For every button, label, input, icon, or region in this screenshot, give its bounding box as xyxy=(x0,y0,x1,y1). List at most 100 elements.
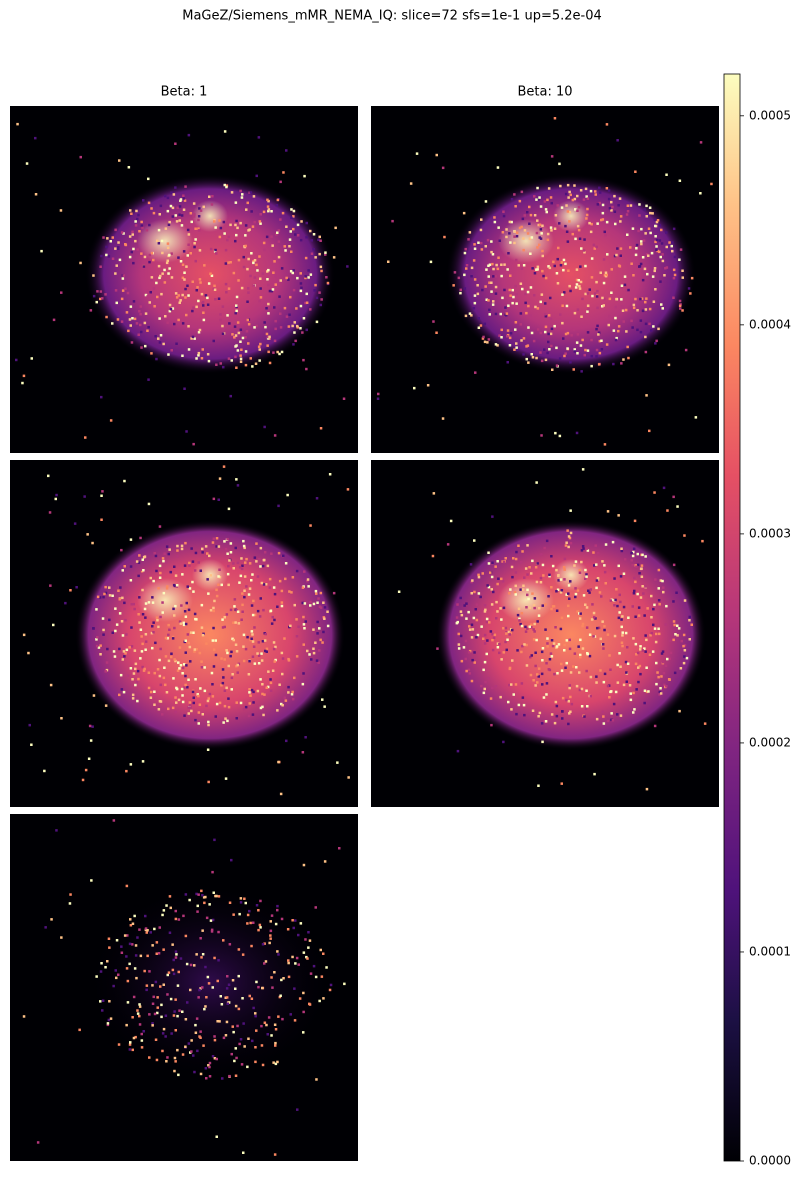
speckle xyxy=(560,206,564,209)
speckle xyxy=(302,623,306,626)
speckle xyxy=(219,313,222,316)
speckle xyxy=(258,615,262,618)
speckle xyxy=(259,899,262,903)
speckle xyxy=(548,266,552,270)
speckle xyxy=(658,239,662,242)
speckle xyxy=(225,686,228,690)
speckle xyxy=(278,683,281,686)
speckle xyxy=(245,585,248,588)
speckle xyxy=(644,555,647,558)
speckle xyxy=(212,626,215,630)
speckle xyxy=(87,757,91,760)
speckle xyxy=(166,1056,169,1059)
speckle xyxy=(255,1029,258,1032)
speckle xyxy=(249,638,252,642)
speckle xyxy=(108,618,111,622)
speckle xyxy=(224,717,227,720)
speckle xyxy=(156,1006,159,1009)
speckle xyxy=(155,952,158,955)
speckle xyxy=(638,265,641,268)
speckle xyxy=(288,238,292,241)
speckle xyxy=(247,593,251,596)
speckle xyxy=(209,919,213,922)
speckle xyxy=(496,166,500,169)
speckle xyxy=(189,706,192,709)
speckle xyxy=(603,625,606,628)
speckle xyxy=(136,217,139,221)
speckle xyxy=(576,352,579,355)
speckle xyxy=(588,633,592,636)
speckle xyxy=(620,641,624,644)
speckle xyxy=(644,300,647,304)
speckle xyxy=(119,586,122,589)
speckle xyxy=(661,253,664,256)
speckle xyxy=(153,305,156,308)
speckle xyxy=(435,331,438,334)
speckle xyxy=(536,307,540,310)
speckle xyxy=(201,713,204,716)
speckle xyxy=(516,649,519,652)
speckle xyxy=(441,166,445,170)
speckle xyxy=(322,601,325,604)
speckle xyxy=(250,997,254,1000)
speckle xyxy=(175,585,179,588)
speckle xyxy=(658,693,661,696)
speckle xyxy=(234,621,237,624)
speckle xyxy=(148,223,151,227)
speckle xyxy=(577,279,580,282)
speckle xyxy=(257,985,260,989)
speckle xyxy=(188,701,192,704)
speckle xyxy=(223,183,226,187)
speckle xyxy=(569,541,573,545)
speckle xyxy=(229,261,232,264)
speckle xyxy=(205,642,208,645)
speckle xyxy=(234,1047,237,1050)
speckle xyxy=(504,256,508,260)
speckle xyxy=(465,602,468,605)
speckle xyxy=(48,511,52,514)
speckle xyxy=(587,308,590,311)
speckle xyxy=(518,199,522,203)
speckle xyxy=(267,283,270,287)
speckle xyxy=(117,246,120,249)
speckle xyxy=(198,278,202,281)
speckle xyxy=(266,564,270,568)
speckle xyxy=(140,568,144,571)
speckle xyxy=(555,609,559,612)
speckle xyxy=(302,1010,305,1014)
speckle xyxy=(566,210,570,213)
speckle xyxy=(86,533,89,536)
speckle xyxy=(549,226,553,229)
speckle xyxy=(474,608,477,611)
speckle xyxy=(107,1018,111,1022)
speckle xyxy=(488,621,491,624)
speckle xyxy=(526,344,530,347)
speckle xyxy=(509,332,513,335)
speckle xyxy=(641,309,645,313)
panels xyxy=(10,106,719,1161)
speckle xyxy=(644,322,648,326)
speckle xyxy=(177,318,180,322)
speckle xyxy=(645,638,648,642)
speckle xyxy=(280,589,284,593)
speckle xyxy=(228,901,232,904)
speckle xyxy=(25,162,29,165)
speckle xyxy=(574,592,578,596)
speckle xyxy=(244,350,248,353)
speckle xyxy=(308,1003,312,1006)
speckle xyxy=(159,571,162,575)
speckle xyxy=(129,924,133,927)
speckle xyxy=(584,292,587,296)
speckle xyxy=(133,649,137,652)
speckle xyxy=(284,562,288,565)
speckle xyxy=(640,227,643,231)
speckle xyxy=(241,336,245,340)
speckle xyxy=(602,304,605,307)
speckle xyxy=(601,643,605,646)
speckle xyxy=(162,676,166,680)
speckle xyxy=(305,328,308,332)
speckle xyxy=(603,443,607,446)
speckle xyxy=(180,214,184,217)
speckle xyxy=(291,271,294,275)
speckle xyxy=(230,858,233,862)
